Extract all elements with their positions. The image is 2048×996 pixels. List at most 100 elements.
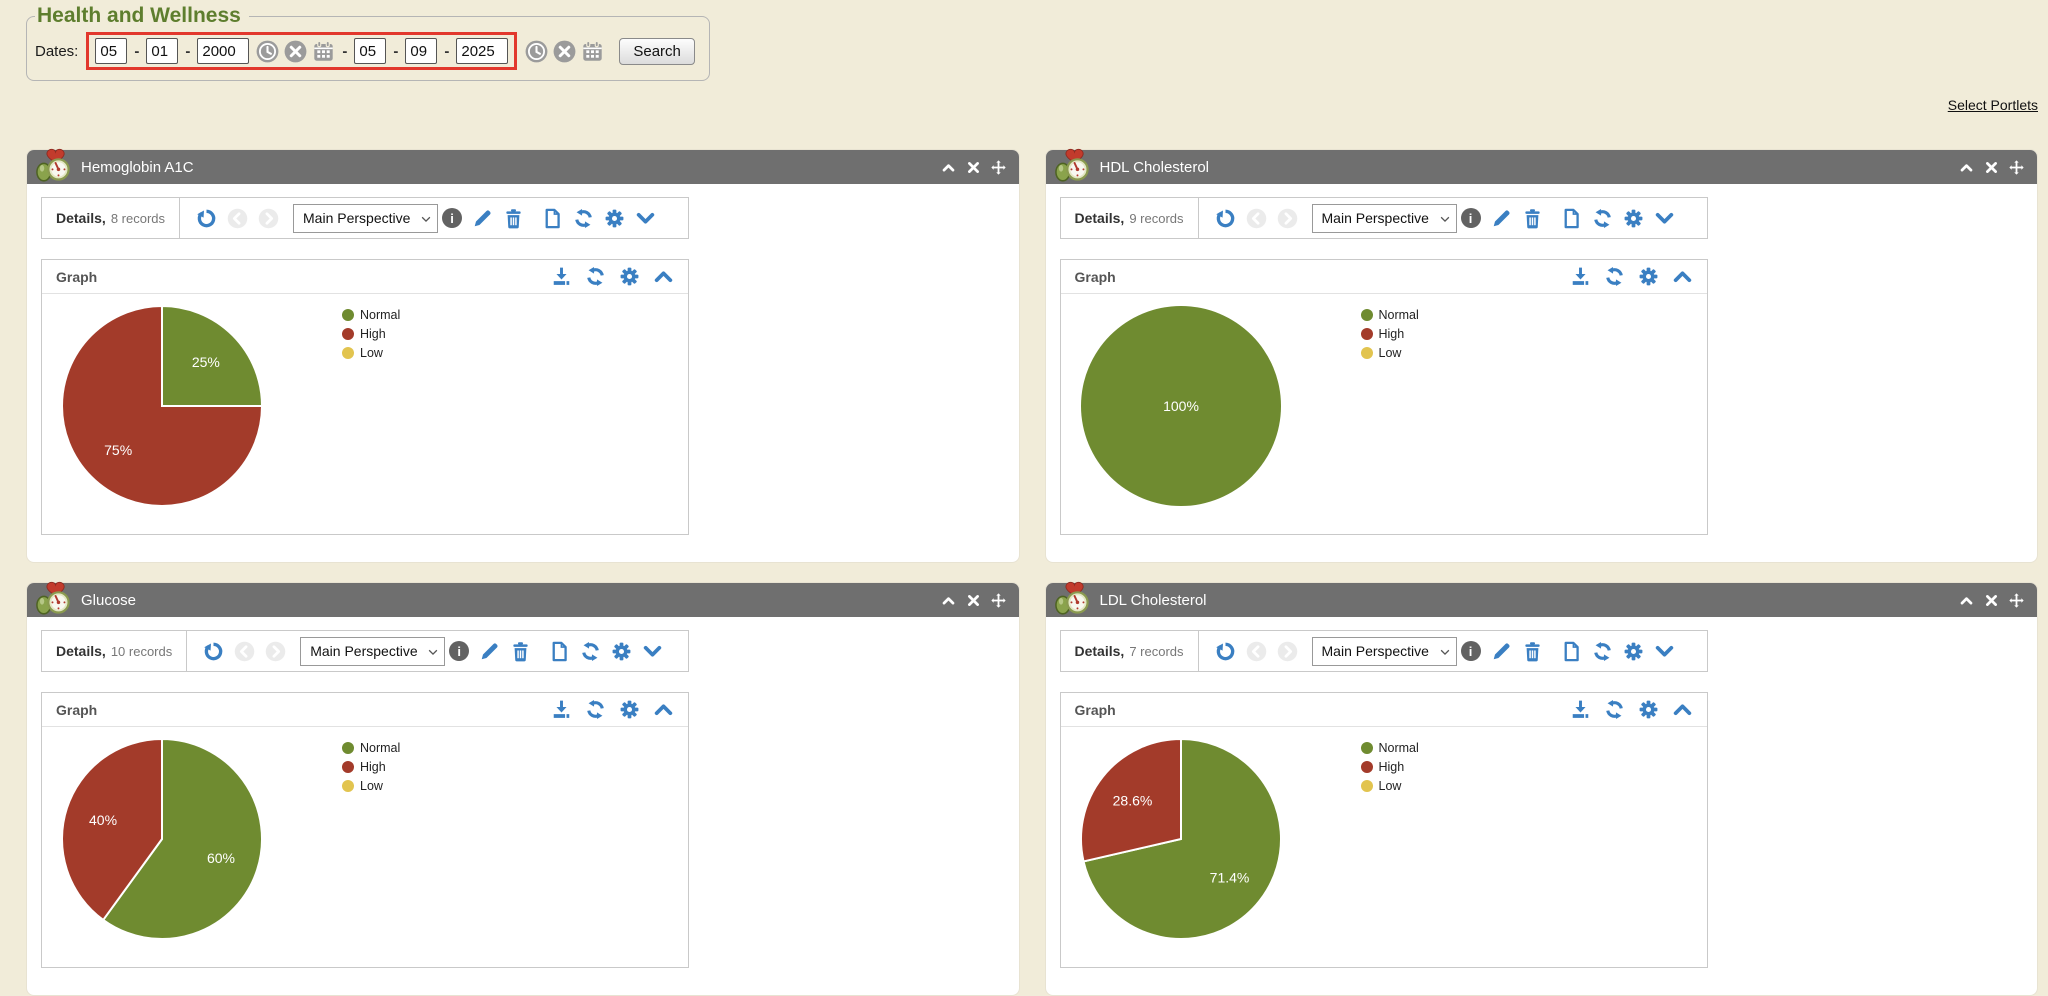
move-portlet-icon[interactable]	[2009, 592, 2024, 608]
date-annotation-box: - - - - -	[86, 32, 518, 70]
trash-icon[interactable]	[503, 208, 524, 229]
new-page-icon[interactable]	[1561, 641, 1582, 662]
to-day-input[interactable]	[405, 38, 438, 64]
refresh-icon[interactable]	[585, 266, 606, 287]
close-portlet-icon[interactable]	[1984, 593, 1999, 608]
refresh-icon[interactable]	[585, 699, 606, 720]
pencil-icon[interactable]	[472, 208, 493, 229]
collapse-portlet-icon[interactable]	[941, 160, 956, 175]
previous-icon[interactable]	[1246, 208, 1267, 229]
perspective-select[interactable]: Main Perspective	[1311, 203, 1457, 233]
next-icon[interactable]	[265, 641, 286, 662]
to-calendar-icon[interactable]	[581, 40, 604, 63]
chevron-up-icon[interactable]	[1672, 699, 1693, 720]
download-icon[interactable]	[1570, 699, 1591, 720]
trash-icon[interactable]	[510, 641, 531, 662]
details-toolbar: Details, 8 records Main Perspective i	[41, 197, 689, 239]
from-year-input[interactable]	[197, 38, 250, 64]
gear-icon[interactable]	[611, 641, 632, 662]
from-clock-icon[interactable]	[256, 40, 279, 63]
undo-icon[interactable]	[1215, 208, 1236, 229]
collapse-portlet-icon[interactable]	[1959, 593, 1974, 608]
pencil-icon[interactable]	[479, 641, 500, 662]
perspective-select-wrap: Main Perspective	[300, 636, 446, 666]
legend-item: Normal	[1360, 741, 1419, 755]
refresh-icon[interactable]	[1604, 266, 1625, 287]
chevron-up-icon[interactable]	[1672, 266, 1693, 287]
perspective-select[interactable]: Main Perspective	[300, 636, 446, 666]
refresh-icon[interactable]	[1592, 641, 1613, 662]
gear-icon[interactable]	[1638, 266, 1659, 287]
portlet-titlebar[interactable]: LDL Cholesterol	[1045, 581, 2037, 617]
move-portlet-icon[interactable]	[990, 592, 1006, 608]
to-clock-icon[interactable]	[525, 40, 548, 63]
records-count: 9 records	[1129, 210, 1184, 226]
to-clear-date-icon[interactable]	[553, 40, 576, 63]
from-clear-date-icon[interactable]	[284, 40, 307, 63]
next-icon[interactable]	[1277, 208, 1298, 229]
refresh-icon[interactable]	[1604, 699, 1625, 720]
date-separator: -	[185, 42, 191, 60]
health-gauge-icon	[1054, 581, 1089, 615]
collapse-portlet-icon[interactable]	[1959, 160, 1974, 175]
download-icon[interactable]	[551, 699, 572, 720]
info-icon[interactable]: i	[442, 208, 463, 228]
legend-item: High	[342, 327, 400, 341]
previous-icon[interactable]	[227, 208, 248, 229]
trash-icon[interactable]	[1522, 208, 1543, 229]
move-portlet-icon[interactable]	[990, 159, 1006, 175]
chevron-up-icon[interactable]	[653, 699, 674, 720]
new-page-icon[interactable]	[542, 208, 563, 229]
portlet-titlebar[interactable]: HDL Cholesterol	[1045, 148, 2037, 184]
collapse-portlet-icon[interactable]	[941, 593, 956, 608]
from-month-input[interactable]	[95, 38, 128, 64]
new-page-icon[interactable]	[1561, 208, 1582, 229]
close-portlet-icon[interactable]	[966, 160, 981, 175]
previous-icon[interactable]	[1246, 641, 1267, 662]
chevron-down-icon[interactable]	[642, 641, 663, 662]
perspective-select[interactable]: Main Perspective	[1311, 636, 1457, 666]
gear-icon[interactable]	[619, 266, 640, 287]
refresh-icon[interactable]	[573, 208, 594, 229]
previous-icon[interactable]	[234, 641, 255, 662]
chevron-down-icon[interactable]	[1654, 208, 1675, 229]
trash-icon[interactable]	[1522, 641, 1543, 662]
refresh-icon[interactable]	[580, 641, 601, 662]
download-icon[interactable]	[551, 266, 572, 287]
chevron-down-icon[interactable]	[635, 208, 656, 229]
undo-icon[interactable]	[1215, 641, 1236, 662]
portlet-titlebar[interactable]: Hemoglobin A1C	[27, 148, 1019, 184]
download-icon[interactable]	[1570, 266, 1591, 287]
pencil-icon[interactable]	[1491, 208, 1512, 229]
records-count: 10 records	[110, 643, 173, 659]
select-portlets-link[interactable]: Select Portlets	[1947, 97, 2038, 113]
pencil-icon[interactable]	[1491, 641, 1512, 662]
refresh-icon[interactable]	[1592, 208, 1613, 229]
close-portlet-icon[interactable]	[1984, 160, 1999, 175]
pie-chart: 60% 40%	[61, 737, 263, 940]
gear-icon[interactable]	[619, 699, 640, 720]
info-icon[interactable]: i	[1460, 208, 1481, 228]
portlet-titlebar[interactable]: Glucose	[27, 581, 1019, 617]
to-month-input[interactable]	[354, 38, 387, 64]
chevron-down-icon[interactable]	[1654, 641, 1675, 662]
close-portlet-icon[interactable]	[966, 593, 981, 608]
search-button[interactable]: Search	[619, 37, 695, 65]
move-portlet-icon[interactable]	[2009, 159, 2024, 175]
next-icon[interactable]	[1277, 641, 1298, 662]
next-icon[interactable]	[258, 208, 279, 229]
gear-icon[interactable]	[1623, 208, 1644, 229]
from-day-input[interactable]	[146, 38, 179, 64]
info-icon[interactable]: i	[1460, 641, 1481, 661]
info-icon[interactable]: i	[449, 641, 470, 661]
gear-icon[interactable]	[1638, 699, 1659, 720]
undo-icon[interactable]	[203, 641, 224, 662]
perspective-select[interactable]: Main Perspective	[293, 203, 439, 233]
gear-icon[interactable]	[604, 208, 625, 229]
undo-icon[interactable]	[196, 208, 217, 229]
gear-icon[interactable]	[1623, 641, 1644, 662]
new-page-icon[interactable]	[549, 641, 570, 662]
from-calendar-icon[interactable]	[312, 40, 335, 63]
chevron-up-icon[interactable]	[653, 266, 674, 287]
to-year-input[interactable]	[456, 38, 509, 64]
